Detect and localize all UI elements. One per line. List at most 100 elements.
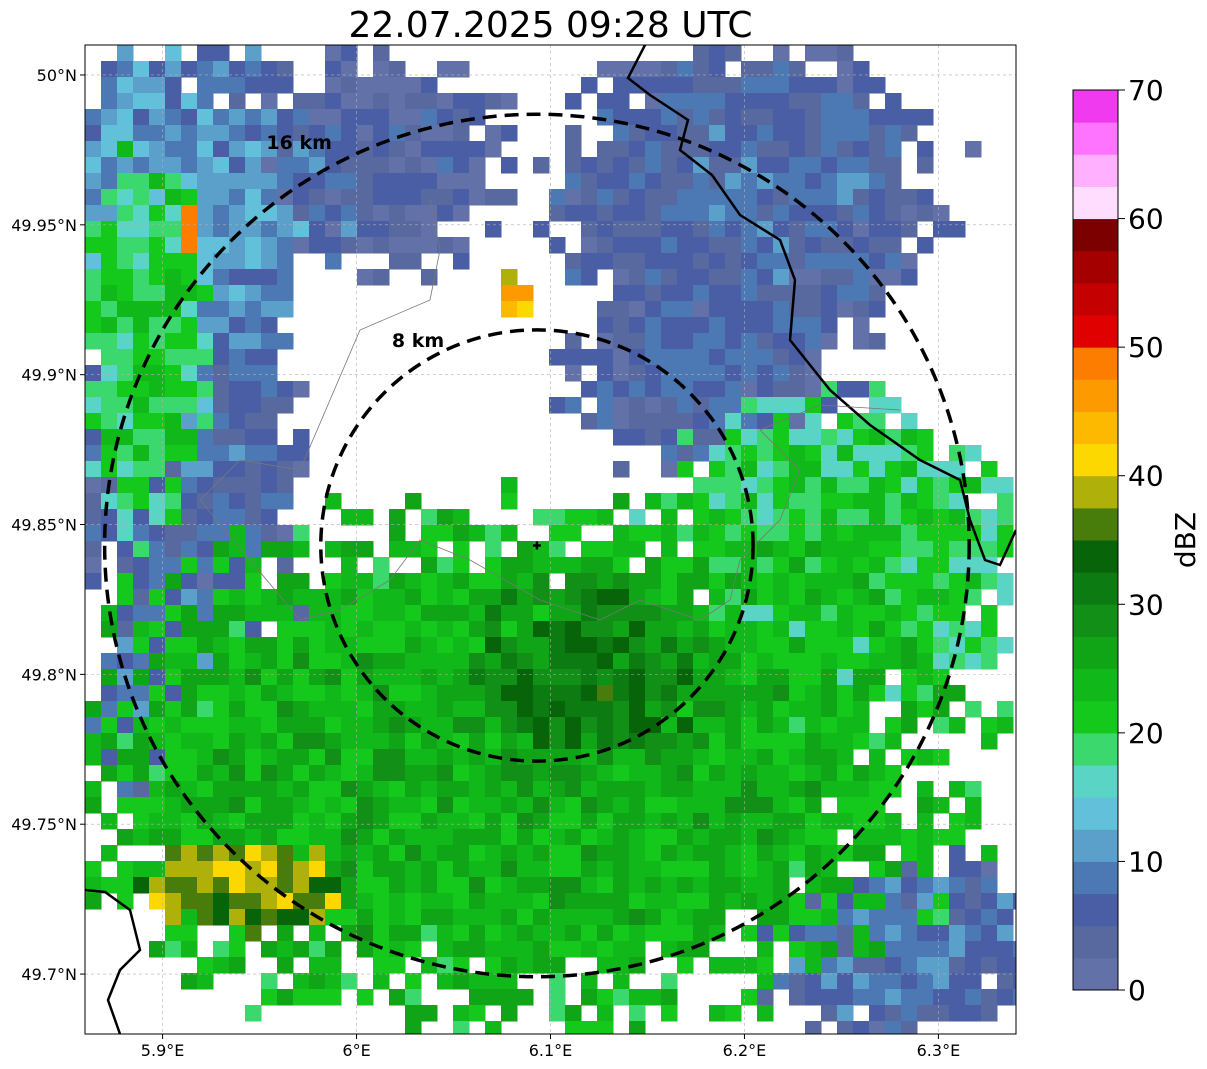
echo-cell [805, 509, 822, 526]
echo-cell [741, 749, 758, 766]
echo-cell [581, 269, 598, 286]
echo-cell [533, 653, 550, 670]
echo-cell [997, 589, 1014, 606]
echo-cell [981, 525, 998, 542]
echo-cell [837, 989, 854, 1006]
echo-cell [725, 333, 742, 350]
echo-cell [597, 237, 614, 254]
echo-cell [613, 829, 630, 846]
echo-cell [885, 445, 902, 462]
echo-cell [773, 285, 790, 302]
echo-cell [133, 157, 150, 174]
echo-cell [901, 717, 918, 734]
echo-cell [181, 477, 198, 494]
echo-cell [469, 605, 486, 622]
echo-cell [405, 205, 422, 222]
echo-cell [517, 301, 534, 318]
echo-cell [101, 701, 118, 718]
echo-cell [485, 1021, 502, 1034]
echo-cell [261, 525, 278, 542]
echo-cell [245, 333, 262, 350]
echo-cell [773, 621, 790, 638]
echo-cell [565, 365, 582, 382]
echo-cell [213, 909, 230, 926]
echo-cell [725, 269, 742, 286]
echo-cell [277, 525, 294, 542]
echo-cell [101, 221, 118, 238]
echo-cell [597, 1021, 614, 1034]
echo-cell [677, 445, 694, 462]
echo-cell [981, 957, 998, 974]
echo-cell [965, 701, 982, 718]
echo-cell [741, 957, 758, 974]
echo-cell [709, 285, 726, 302]
echo-cell [501, 621, 518, 638]
echo-cell [421, 93, 438, 110]
echo-cell [565, 205, 582, 222]
echo-cell [309, 733, 326, 750]
echo-cell [277, 941, 294, 958]
echo-cell [181, 973, 198, 990]
echo-cell [741, 397, 758, 414]
echo-cell [373, 61, 390, 78]
echo-cell [165, 509, 182, 526]
echo-cell [597, 413, 614, 430]
echo-cell [549, 653, 566, 670]
echo-cell [229, 141, 246, 158]
echo-cell [197, 605, 214, 622]
echo-cell [645, 669, 662, 686]
echo-cell [293, 733, 310, 750]
echo-cell [469, 973, 486, 990]
echo-cell [117, 765, 134, 782]
echo-cell [149, 157, 166, 174]
echo-cell [789, 861, 806, 878]
echo-cell [261, 797, 278, 814]
echo-cell [581, 989, 598, 1006]
echo-cell [501, 733, 518, 750]
echo-cell [277, 445, 294, 462]
echo-cell [789, 205, 806, 222]
echo-cell [837, 157, 854, 174]
echo-cell [757, 621, 774, 638]
echo-cell [709, 221, 726, 238]
echo-cell [853, 541, 870, 558]
echo-cell [453, 653, 470, 670]
echo-cell [709, 349, 726, 366]
echo-cell [533, 877, 550, 894]
echo-cell [245, 637, 262, 654]
echo-cell [677, 61, 694, 78]
echo-cell [373, 893, 390, 910]
echo-cell [933, 701, 950, 718]
echo-cell [613, 941, 630, 958]
echo-cell [293, 669, 310, 686]
echo-cell [949, 781, 966, 798]
echo-cell [869, 941, 886, 958]
echo-cell [821, 461, 838, 478]
echo-cell [853, 237, 870, 254]
echo-cell [117, 237, 134, 254]
echo-cell [469, 861, 486, 878]
echo-cell [213, 861, 230, 878]
echo-cell [181, 765, 198, 782]
echo-cell [133, 237, 150, 254]
echo-cell [485, 797, 502, 814]
echo-cell [853, 125, 870, 142]
echo-cell [85, 573, 102, 590]
echo-cell [277, 845, 294, 862]
echo-cell [517, 733, 534, 750]
echo-cell [101, 157, 118, 174]
echo-cell [901, 269, 918, 286]
echo-cell [757, 541, 774, 558]
echo-cell [213, 205, 230, 222]
echo-cell [757, 157, 774, 174]
echo-cell [869, 765, 886, 782]
echo-cell [949, 941, 966, 958]
echo-cell [565, 701, 582, 718]
echo-cell [261, 765, 278, 782]
echo-cell [181, 221, 198, 238]
echo-cell [85, 893, 102, 910]
echo-cell [837, 61, 854, 78]
echo-cell [101, 365, 118, 382]
echo-cell [117, 685, 134, 702]
echo-cell [837, 621, 854, 638]
